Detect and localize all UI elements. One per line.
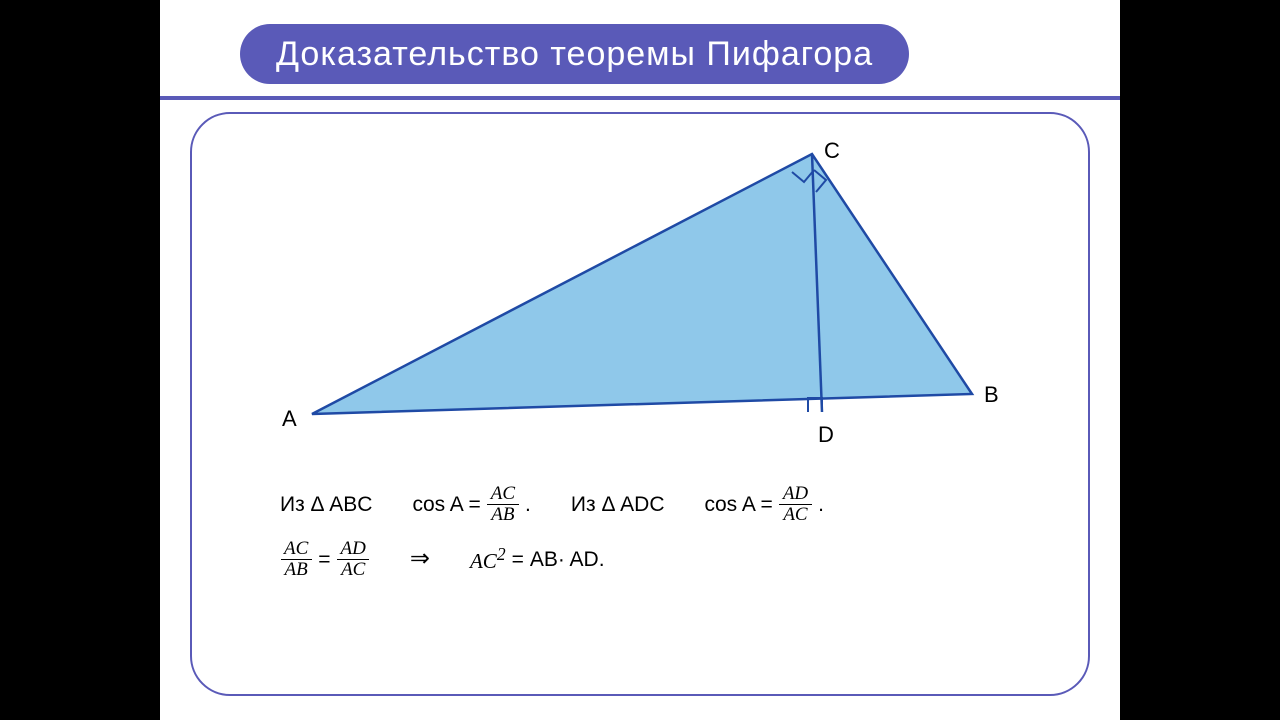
fraction-left: AC AB xyxy=(280,539,312,580)
frac-den: AB xyxy=(487,504,518,525)
vertex-label-a: A xyxy=(282,406,297,432)
math-line-2: AC AB = AD AC ⇒ AC2 = AB· AD. xyxy=(280,539,1028,580)
frac-num: AC xyxy=(487,484,519,504)
implies-arrow: ⇒ xyxy=(410,541,430,577)
ab-ad: AB· AD. xyxy=(530,544,605,576)
ac-text: AC xyxy=(470,549,497,573)
frac-den: AB xyxy=(281,559,312,580)
vertex-label-d: D xyxy=(818,422,834,448)
vertex-label-c: C xyxy=(824,138,840,164)
frac-num: AC xyxy=(280,539,312,559)
triangle-diagram: A B C D xyxy=(252,124,1032,444)
frac-num: AD xyxy=(779,484,812,504)
triangle-ABC xyxy=(312,154,972,414)
math-block: Из Δ ABC cos A = AC AB . Из Δ ADC cos A … xyxy=(280,484,1028,594)
frac-den: AC xyxy=(337,559,369,580)
triangle-svg xyxy=(252,124,1032,444)
frac-den: AC xyxy=(779,504,811,525)
fraction-ac-ab: AC AB xyxy=(487,484,519,525)
exponent: 2 xyxy=(497,544,506,564)
math-line-1: Из Δ ABC cos A = AC AB . Из Δ ADC cos A … xyxy=(280,484,1028,525)
equals: = xyxy=(318,544,330,576)
text-cosA-1: cos A = xyxy=(412,489,480,521)
title-band: Доказательство теоремы Пифагора xyxy=(160,24,1120,94)
text-from-adc: Из Δ ADC xyxy=(571,489,665,521)
vertex-label-b: B xyxy=(984,382,999,408)
slide: Доказательство теоремы Пифагора A B C D … xyxy=(160,0,1120,720)
text-cosA-2: cos A = xyxy=(705,489,773,521)
equals-2: = xyxy=(512,544,524,576)
fraction-ad-ac: AD AC xyxy=(779,484,812,525)
dot: . xyxy=(818,489,824,521)
slide-title: Доказательство теоремы Пифагора xyxy=(240,24,909,84)
text-from-abc: Из Δ ABC xyxy=(280,489,372,521)
frac-num: AD xyxy=(337,539,370,559)
ac-squared: AC2 xyxy=(470,541,506,578)
content-frame: A B C D Из Δ ABC cos A = AC AB . Из Δ AD… xyxy=(190,112,1090,696)
fraction-right: AD AC xyxy=(337,539,370,580)
dot: . xyxy=(525,489,531,521)
title-underline xyxy=(160,96,1120,100)
